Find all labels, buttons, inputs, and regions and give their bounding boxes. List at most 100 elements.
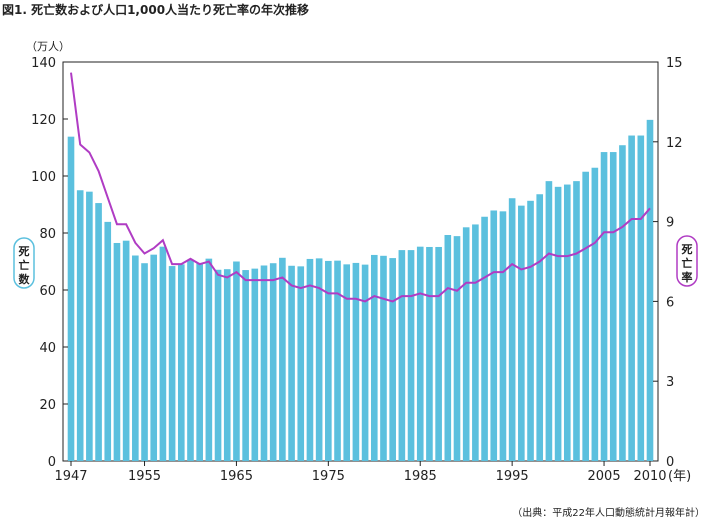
bar-1987 [435, 246, 442, 461]
bar-1974 [315, 258, 323, 461]
bar-1993 [490, 210, 498, 461]
left-axis-label-text: 死亡数 [19, 245, 31, 286]
bar-1953 [122, 240, 130, 461]
death-rate-line [70, 72, 651, 303]
right-tick-label: 6 [666, 295, 674, 310]
bar-1970 [279, 257, 286, 461]
x-tick-label: 1985 [404, 469, 437, 484]
bar-2008 [628, 135, 635, 461]
bar-1983 [398, 250, 406, 461]
bar-1998 [536, 194, 544, 462]
left-axis-label: 死亡数 [13, 237, 35, 289]
bar-1960 [187, 259, 194, 461]
source-note: （出典：平成22年人口動態統計月報年計） [512, 508, 705, 519]
bar-1952 [113, 242, 121, 461]
bar-1949 [86, 191, 93, 462]
bar-1947 [67, 136, 75, 462]
right-tick-label: 15 [666, 56, 683, 71]
right-axis: 0 3 6 9 12 15 [653, 56, 683, 470]
left-axis-unit: （万人） [26, 40, 70, 53]
x-tick-label: 2010 [633, 469, 666, 484]
left-tick-label: 140 [31, 56, 56, 71]
bar-1991 [472, 224, 479, 461]
bar-2005 [600, 152, 608, 461]
right-tick-label: 3 [666, 375, 674, 390]
bar-series [67, 119, 654, 462]
bar-1999 [545, 181, 553, 461]
left-tick-label: 100 [31, 170, 56, 185]
left-tick-label: 120 [31, 113, 56, 128]
bar-1982 [389, 258, 396, 461]
bar-1963 [214, 269, 222, 461]
x-tick-label: 1955 [128, 469, 161, 484]
bar-1958 [168, 266, 176, 461]
left-tick-label: 20 [39, 398, 56, 413]
bar-1985 [416, 246, 424, 461]
bar-1950 [95, 203, 102, 461]
bar-1977 [343, 264, 351, 461]
bar-1989 [453, 236, 461, 461]
x-tick-label: 1947 [54, 469, 87, 484]
bar-1966 [242, 270, 249, 461]
bar-1962 [205, 258, 213, 461]
bar-1951 [104, 221, 112, 461]
bar-1976 [334, 260, 341, 461]
left-axis: 0 20 40 60 80 100 120 140 [31, 56, 68, 470]
bar-1967 [251, 268, 259, 462]
bar-1997 [527, 200, 534, 462]
right-tick-label: 9 [666, 216, 674, 231]
left-tick-label: 60 [39, 284, 56, 299]
left-tick-label: 0 [48, 455, 56, 470]
bar-1980 [370, 254, 378, 461]
x-tick-label: 1995 [496, 469, 529, 484]
bar-1979 [361, 264, 369, 461]
bar-2004 [591, 167, 599, 462]
bar-1957 [159, 246, 167, 461]
bar-1975 [325, 260, 332, 461]
bar-1984 [407, 250, 415, 461]
bar-1995 [508, 198, 516, 462]
bar-2003 [582, 171, 589, 462]
bar-2006 [609, 152, 617, 461]
figure-title: 図1. 死亡数および人口1,000人当たり死亡率の年次推移 [2, 3, 310, 17]
bar-1965 [233, 261, 240, 461]
right-tick-label: 0 [666, 455, 674, 470]
bar-2002 [573, 181, 580, 461]
bar-1956 [150, 254, 158, 461]
bar-1981 [380, 255, 387, 461]
bar-1994 [499, 211, 507, 461]
x-tick-label: 1965 [220, 469, 253, 484]
right-tick-label: 12 [666, 136, 683, 151]
bar-1968 [260, 265, 268, 461]
bar-1972 [297, 266, 305, 461]
bar-1959 [177, 264, 185, 461]
x-axis-unit: (年) [668, 469, 691, 484]
bar-1988 [444, 235, 452, 461]
right-axis-label-text: 死亡率 [682, 243, 693, 284]
bar-1992 [481, 216, 488, 461]
bar-2009 [637, 135, 645, 461]
plot-frame [62, 61, 659, 462]
x-tick-label: 2005 [588, 469, 621, 484]
x-tick-label: 1975 [312, 469, 345, 484]
bar-2000 [554, 186, 562, 461]
bar-1955 [141, 263, 148, 461]
left-tick-label: 40 [39, 341, 56, 356]
bar-1973 [306, 258, 314, 461]
bar-1978 [352, 262, 360, 461]
bar-1961 [196, 262, 203, 461]
bar-2010 [646, 119, 654, 462]
right-axis-label: 死亡率 [676, 235, 698, 287]
bar-2007 [619, 145, 626, 461]
bar-1969 [269, 263, 277, 461]
bar-1986 [426, 246, 433, 461]
bar-1971 [288, 265, 295, 461]
bar-1954 [132, 255, 139, 461]
bar-2001 [563, 184, 571, 462]
bar-1990 [462, 227, 470, 461]
left-tick-label: 80 [39, 227, 56, 242]
x-axis: 1947 1955 1965 1975 1985 1995 2005 2010 [54, 461, 667, 484]
bar-1948 [76, 190, 84, 461]
bar-1996 [518, 205, 525, 461]
